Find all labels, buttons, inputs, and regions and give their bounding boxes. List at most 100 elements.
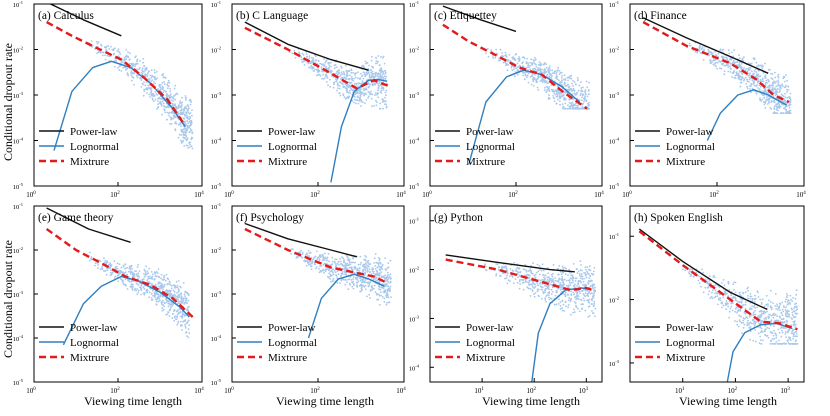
scatter-point [91,44,94,47]
scatter-point [163,109,166,112]
y-tick-exponent: -4 [415,363,419,368]
scatter-point [563,278,566,281]
y-tick-exponent: -1 [217,202,221,207]
scatter-point [566,76,569,79]
series-lognormal-line [468,69,580,165]
scatter-point [543,68,546,70]
scatter-point [551,275,554,278]
scatter-point [160,273,163,276]
scatter-point [377,293,380,296]
scatter-point [362,101,364,104]
scatter-point [575,298,578,300]
scatter-point [584,309,587,312]
x-tick-label: 100 [26,191,36,199]
scatter-point [345,267,348,270]
scatter-point [545,301,547,303]
scatter-point [576,91,578,94]
scatter-point [183,109,186,112]
scatter-point [144,69,147,72]
scatter-point [154,82,157,85]
scatter-point [182,320,185,323]
scatter-point [319,265,322,267]
scatter-point [168,290,171,292]
x-tick-exponent: 4 [201,191,204,196]
legend-label: Mixtrure [466,352,505,364]
scatter-point [524,278,526,281]
scatter-point [321,70,324,73]
scatter-point [327,62,329,64]
scatter-point [359,283,362,286]
panel-title: (e) Game theory [38,212,114,224]
scatter-point [170,99,173,101]
scatter-point [179,308,181,311]
scatter-point [495,274,497,277]
scatter-point [319,62,322,65]
scatter-point [148,93,151,96]
scatter-point [350,266,353,269]
scatter-point [316,258,318,261]
scatter-point [157,300,160,303]
scatter-point [186,104,189,106]
scatter-point [342,94,345,96]
scatter-point [533,295,536,298]
scatter-point [582,293,585,295]
scatter-point [580,87,583,89]
scatter-point [550,283,553,286]
scatter-point [534,59,537,61]
series-powerlaw-line [244,21,369,71]
scatter-point [792,337,794,340]
scatter-point [135,62,137,65]
scatter-point [758,65,760,67]
scatter-point [562,267,565,269]
scatter-point [335,264,338,267]
scatter-point [339,75,341,77]
scatter-point [515,67,517,70]
scatter-point [385,296,388,299]
scatter-point [518,59,521,62]
scatter-point [326,256,329,259]
scatter-point [152,100,155,103]
scatter-point [374,268,377,270]
scatter-point [144,73,147,76]
scatter-point [562,78,565,81]
scatter-point [140,71,143,74]
scatter-point [358,99,361,102]
scatter-point [570,293,572,296]
scatter-point [187,306,189,309]
scatter-point [701,268,703,271]
axes-frame [231,3,405,187]
y-tick-label: 10-4 [211,334,222,343]
scatter-point [144,271,147,274]
y-tick-label: 10-3 [13,290,24,299]
panel-title: (b) C Language [236,10,308,22]
scatter-point [516,270,518,273]
scatter-point [185,297,188,300]
scatter-point [570,104,572,107]
scatter-point [560,286,563,289]
scatter-point [757,73,760,76]
scatter-point [543,277,546,280]
scatter-point [124,267,127,270]
scatter-point [372,278,375,281]
scatter-point [175,280,178,283]
scatter-point [346,264,349,267]
y-tick-exponent: -4 [415,137,419,142]
scatter-point [341,264,344,267]
scatter-point [559,282,562,284]
scatter-point [554,90,557,92]
scatter-point [131,289,134,291]
scatter-point [536,288,539,290]
scatter-point [736,74,739,77]
scatter-point [564,301,567,304]
y-tick-label: 10-5 [609,182,620,191]
scatter-point [371,289,374,291]
scatter-point [96,42,99,45]
scatter-point [573,81,576,83]
scatter-point [562,106,564,109]
scatter-point [327,275,329,278]
scatter-point [381,263,384,266]
scatter-point [560,77,563,79]
scatter-point [162,304,165,306]
scatter-point [580,107,583,110]
scatter-point [134,270,136,272]
